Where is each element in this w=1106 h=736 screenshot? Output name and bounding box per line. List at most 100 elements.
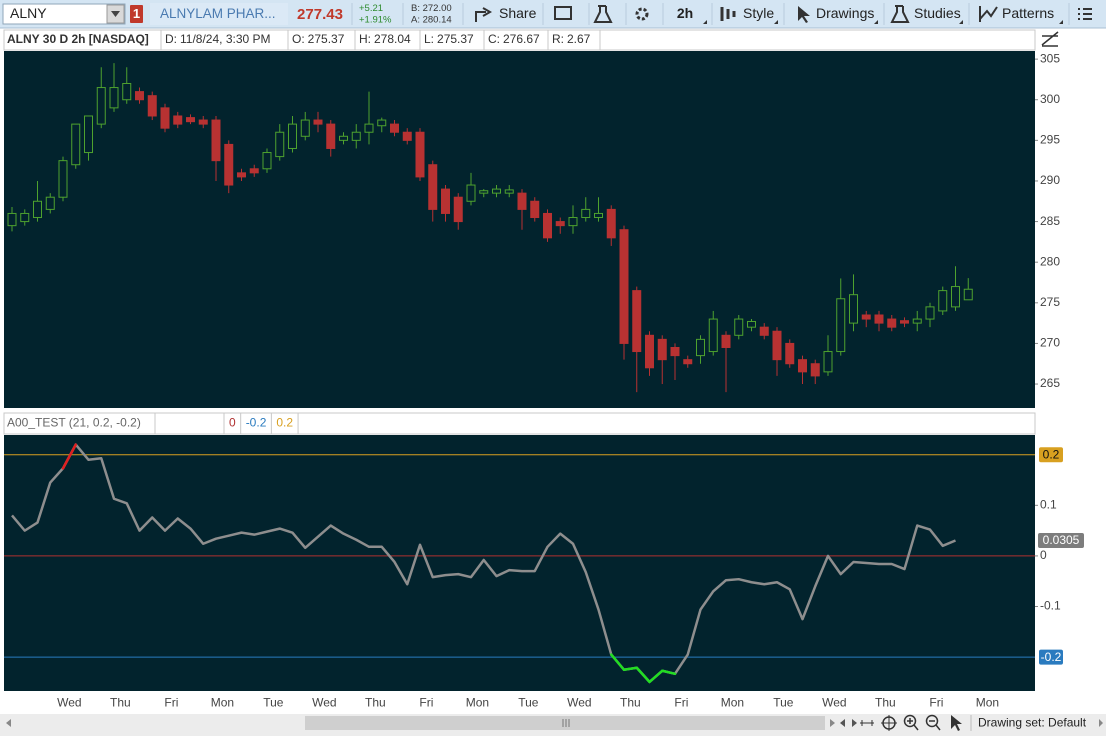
high-value: 278.04	[374, 32, 411, 46]
candle-body	[683, 359, 693, 365]
symbol[interactable]: ALNY	[10, 5, 47, 21]
patterns-button[interactable]: Patterns	[1002, 5, 1054, 21]
x-tick-label: Fri	[164, 696, 178, 710]
level-legend-value: -0.2	[246, 416, 267, 430]
candle-body	[798, 359, 807, 373]
drawings-icon[interactable]	[798, 6, 810, 23]
candle-body	[759, 326, 769, 336]
x-tick-label: Thu	[365, 696, 386, 710]
range-value: 2.67	[567, 32, 591, 46]
company-name: ALNYLAM PHAR...	[160, 6, 276, 21]
style-button[interactable]: Style	[743, 5, 774, 21]
low-value: 275.37	[437, 32, 474, 46]
style-icon[interactable]	[720, 7, 736, 21]
candle-body	[785, 342, 795, 365]
candle-body	[453, 196, 463, 223]
pan-buttons[interactable]	[840, 719, 857, 727]
range-cell: R: 2.67	[552, 32, 591, 46]
alert-badge[interactable]	[130, 5, 143, 23]
zoom-in-button[interactable]	[903, 714, 917, 728]
candle-body	[619, 229, 629, 344]
candle-body	[900, 320, 909, 324]
date: 11/8/24, 3:30 PM	[180, 32, 271, 46]
candle-body	[708, 318, 718, 353]
share-icon[interactable]	[475, 7, 493, 22]
candle-body	[530, 200, 540, 219]
candle-body	[160, 107, 170, 129]
current-value-label: 0.0305	[1043, 533, 1080, 547]
candle-body	[492, 188, 501, 194]
footer-arrow[interactable]	[1099, 719, 1103, 727]
candle-body	[632, 290, 642, 353]
settings-icon[interactable]	[635, 7, 649, 21]
x-tick-label: Thu	[875, 696, 896, 710]
candle-body	[33, 200, 42, 219]
candle-body	[288, 123, 297, 149]
menu-icon[interactable]	[1078, 8, 1092, 20]
studies-button[interactable]: Studies	[914, 5, 961, 21]
monitor-icon[interactable]	[554, 6, 572, 20]
chart-header	[3, 29, 1036, 51]
low-label: L:	[424, 32, 434, 46]
level-legend-value: 0	[229, 416, 236, 430]
candle-body	[696, 338, 705, 357]
patterns-icon[interactable]	[979, 6, 998, 22]
studies-icon[interactable]	[890, 5, 910, 23]
scroll-left[interactable]	[6, 719, 11, 727]
candle-body	[186, 117, 195, 123]
candle-body	[734, 318, 744, 336]
study-line-extreme	[61, 443, 77, 470]
cursor-button[interactable]	[951, 715, 962, 731]
menu-corner	[959, 20, 963, 24]
zoom-out-button[interactable]	[925, 714, 939, 728]
candle-body	[912, 318, 922, 324]
candle-body	[122, 82, 132, 101]
zoom-out-glyph	[929, 720, 941, 731]
x-tick-label: Tue	[773, 696, 794, 710]
candle-body	[415, 131, 425, 178]
flask-icon[interactable]	[593, 5, 613, 23]
candle-body	[772, 330, 782, 361]
scroll-right[interactable]	[830, 719, 835, 727]
level-legend: 0 -0.2 0.2	[229, 413, 299, 434]
candle-body	[963, 288, 973, 301]
symbol-input[interactable]	[2, 3, 126, 25]
x-tick-label: Fri	[419, 696, 433, 710]
expand-button[interactable]	[860, 720, 874, 726]
chart-title: ALNY 30 D 2h [NASDAQ]	[7, 32, 149, 46]
candle-body	[300, 119, 310, 137]
share-button[interactable]: Share	[499, 5, 537, 21]
x-tick-label: Mon	[466, 696, 489, 710]
candle-body	[938, 290, 948, 312]
x-tick-label: Fri	[674, 696, 688, 710]
candle-body	[45, 196, 55, 210]
x-tick-label: Mon	[721, 696, 744, 710]
candle-body	[339, 135, 348, 141]
study-line-extreme	[648, 669, 664, 684]
last-price: 277.43	[297, 6, 343, 23]
candle-body	[275, 131, 285, 158]
study-name: A00_TEST (21, 0.2, -0.2)	[7, 416, 141, 430]
range-label: R:	[552, 32, 564, 46]
candle-body	[568, 217, 578, 227]
study-line-extreme	[610, 653, 626, 672]
candle-body	[351, 131, 361, 141]
candle-body	[147, 95, 157, 117]
x-tick-label: Wed	[312, 696, 336, 710]
aggregation-button[interactable]: 2h	[677, 5, 693, 21]
candle-body	[594, 212, 603, 219]
scroll-thumb[interactable]	[305, 716, 825, 730]
study-header	[3, 412, 1036, 435]
x-tick-label: Mon	[211, 696, 234, 710]
menu-corner	[874, 20, 878, 24]
drawings-button[interactable]: Drawings	[816, 5, 874, 21]
candle-body	[606, 208, 616, 239]
chart-settings-icon[interactable]	[1041, 31, 1059, 47]
drawing-set[interactable]: Drawing set: Default	[978, 716, 1087, 730]
open-label: O:	[292, 32, 305, 46]
study-line-extreme	[635, 666, 651, 684]
candle-body	[326, 123, 336, 149]
candle-body	[84, 115, 93, 154]
open-value: 275.37	[308, 32, 345, 46]
